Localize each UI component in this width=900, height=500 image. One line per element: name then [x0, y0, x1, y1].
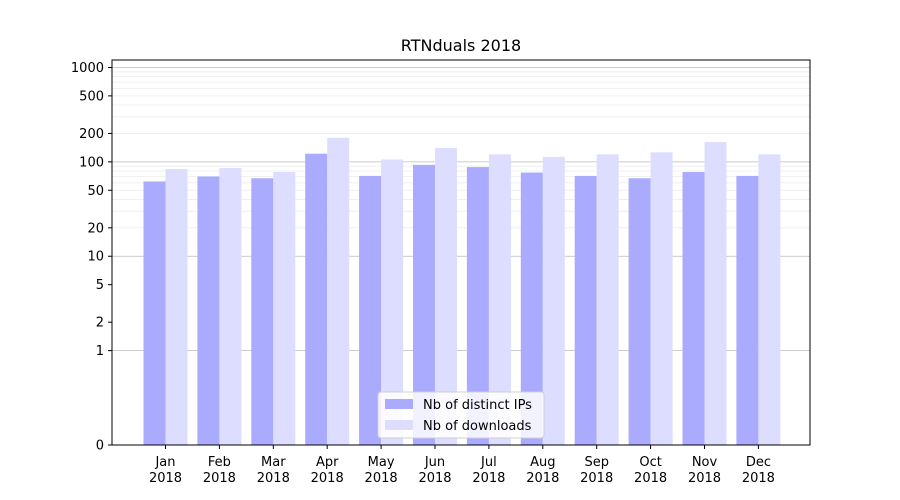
bar-distinct-ips	[628, 178, 651, 445]
plot-frame	[111, 59, 811, 446]
bar-downloads	[596, 154, 619, 445]
x-tick-label: Nov 2018	[688, 455, 721, 486]
bar-downloads	[273, 172, 296, 445]
x-tick-label: Apr 2018	[311, 455, 344, 486]
x-tick-label: Jun 2018	[418, 455, 451, 486]
bar-distinct-ips	[359, 175, 382, 445]
y-tick-label: 2	[96, 316, 104, 331]
x-tick-label: Oct 2018	[634, 455, 667, 486]
bar-downloads	[704, 142, 727, 445]
x-tick-label: Jul 2018	[472, 455, 505, 486]
bar-distinct-ips	[682, 172, 705, 445]
y-tick-label: 100	[79, 155, 104, 170]
y-tick-label: 500	[79, 89, 104, 104]
bar-downloads	[381, 159, 404, 445]
bar-downloads	[650, 152, 673, 445]
bar-downloads	[219, 168, 242, 445]
y-axis: 0 1 2 5 10 20 50 100 200 500 1000	[71, 61, 112, 454]
x-tick-label: Mar 2018	[257, 455, 290, 486]
legend-label: Nb of distinct IPs	[423, 398, 532, 413]
bar-distinct-ips	[197, 176, 220, 445]
y-tick-label: 20	[87, 221, 104, 236]
bar-distinct-ips	[413, 164, 435, 445]
legend-swatch	[385, 399, 413, 409]
bar-distinct-ips	[736, 175, 759, 445]
bar-downloads	[435, 148, 457, 445]
bar-distinct-ips	[466, 167, 489, 445]
y-tick-label: 1000	[71, 61, 104, 76]
x-tick-label: Dec 2018	[742, 455, 775, 486]
legend: Nb of distinct IPs Nb of downloads	[377, 391, 545, 439]
bar-downloads	[165, 169, 188, 445]
legend-swatch	[385, 420, 413, 430]
y-tick-label: 1	[96, 344, 104, 359]
bar-distinct-ips	[305, 153, 328, 445]
x-tick-label: Aug 2018	[526, 455, 559, 486]
bar-distinct-ips	[251, 178, 274, 445]
x-axis: Jan 2018 Feb 2018 Mar 2018 Apr 2018 May 2018 Jun 20…	[149, 445, 775, 486]
chart-title: RTNduals 2018	[401, 36, 521, 55]
x-tick-label: Sep 2018	[580, 455, 613, 486]
y-tick-label: 10	[87, 250, 104, 265]
bar-distinct-ips	[520, 172, 543, 445]
x-tick-label: Jan 2018	[149, 455, 182, 486]
x-tick-label: May 2018	[365, 455, 398, 486]
bar-distinct-ips	[143, 181, 166, 445]
bar-downloads	[542, 156, 565, 445]
bar-downloads	[758, 154, 781, 445]
bar-downloads	[327, 137, 350, 445]
y-tick-label: 0	[96, 439, 104, 454]
y-tick-label: 200	[79, 127, 104, 142]
bar-distinct-ips	[574, 175, 597, 445]
legend-label: Nb of downloads	[423, 419, 532, 434]
y-tick-label: 50	[87, 184, 104, 199]
legend-box	[377, 391, 545, 439]
bar-downloads	[488, 154, 511, 445]
x-tick-label: Feb 2018	[203, 455, 236, 486]
y-tick-label: 5	[96, 278, 104, 293]
bars	[143, 137, 781, 445]
